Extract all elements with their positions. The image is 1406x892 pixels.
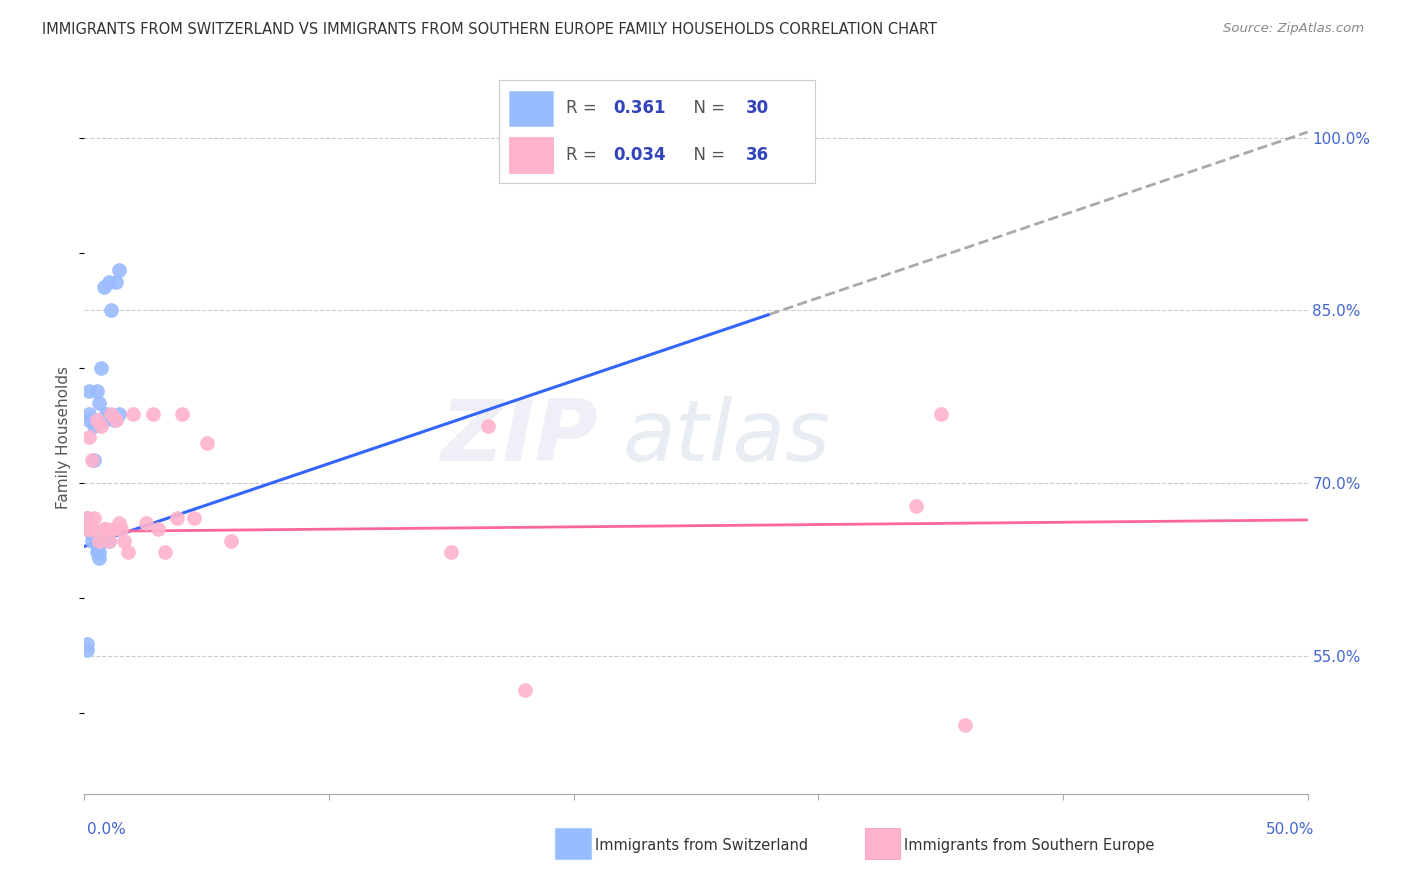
Point (219, 533, 242, 548)
Point (105, 413, 128, 427)
Point (142, 407, 165, 421)
Point (93, 413, 115, 427)
Point (107, 263, 129, 277)
Point (93, 280, 115, 294)
Point (103, 522, 125, 536)
Point (477, 418, 499, 433)
Text: 0.0%: 0.0% (87, 822, 127, 837)
Point (110, 522, 132, 536)
Point (77, 384, 100, 398)
Point (905, 499, 928, 513)
Point (97, 275, 120, 289)
Text: 0.361: 0.361 (613, 100, 665, 118)
Point (195, 435, 218, 450)
Point (90, 361, 112, 376)
Point (90, 533, 112, 548)
Text: R =: R = (565, 145, 607, 163)
Point (80, 528, 103, 542)
Point (513, 683, 536, 698)
Point (87, 533, 110, 548)
Point (103, 413, 125, 427)
Point (117, 545, 139, 559)
Point (76, 522, 98, 536)
Point (76, 637, 98, 651)
Text: Source: ZipAtlas.com: Source: ZipAtlas.com (1223, 22, 1364, 36)
Point (83, 418, 105, 433)
Point (172, 407, 194, 421)
Text: R =: R = (565, 100, 607, 118)
Point (166, 510, 188, 524)
Point (93, 522, 115, 536)
Point (87, 550, 110, 565)
Y-axis label: Family Households: Family Households (56, 366, 72, 508)
Text: IMMIGRANTS FROM SWITZERLAND VS IMMIGRANTS FROM SOUTHERN EUROPE FAMILY HOUSEHOLDS: IMMIGRANTS FROM SWITZERLAND VS IMMIGRANT… (42, 22, 938, 37)
Point (77, 430, 100, 444)
Point (76, 643, 98, 657)
Point (122, 407, 145, 421)
Text: N =: N = (683, 145, 730, 163)
Text: Immigrants from Switzerland: Immigrants from Switzerland (595, 838, 808, 853)
Text: 30: 30 (745, 100, 769, 118)
Point (86, 384, 108, 398)
Point (929, 407, 952, 421)
Point (100, 407, 122, 421)
Point (90, 418, 112, 433)
Point (76, 510, 98, 524)
Point (96, 522, 118, 536)
Point (100, 303, 122, 318)
Point (77, 413, 100, 427)
Text: ZIP: ZIP (440, 395, 598, 479)
FancyBboxPatch shape (509, 91, 553, 127)
Text: Immigrants from Southern Europe: Immigrants from Southern Europe (904, 838, 1154, 853)
Point (77, 522, 100, 536)
Point (86, 545, 108, 559)
Point (80, 522, 103, 536)
Point (112, 533, 135, 548)
Point (146, 522, 169, 536)
Point (758, 165, 780, 179)
Point (135, 516, 157, 531)
Text: atlas: atlas (623, 395, 831, 479)
Point (953, 718, 976, 732)
Point (80, 533, 103, 548)
Text: 0.034: 0.034 (613, 145, 665, 163)
Point (87, 395, 110, 409)
Text: N =: N = (683, 100, 730, 118)
Point (105, 275, 128, 289)
Point (440, 545, 463, 559)
Point (97, 533, 120, 548)
Text: 36: 36 (745, 145, 769, 163)
Point (87, 545, 110, 559)
Point (86, 413, 108, 427)
Point (76, 510, 98, 524)
Point (83, 510, 105, 524)
Point (80, 453, 103, 467)
Point (77, 407, 100, 421)
Point (96, 407, 118, 421)
Point (107, 407, 129, 421)
Point (107, 516, 129, 531)
Point (83, 453, 105, 467)
Point (80, 522, 103, 536)
Text: 50.0%: 50.0% (1267, 822, 1315, 837)
Point (153, 545, 176, 559)
FancyBboxPatch shape (509, 136, 553, 173)
Point (97, 533, 120, 548)
Point (183, 510, 205, 524)
Point (86, 540, 108, 554)
